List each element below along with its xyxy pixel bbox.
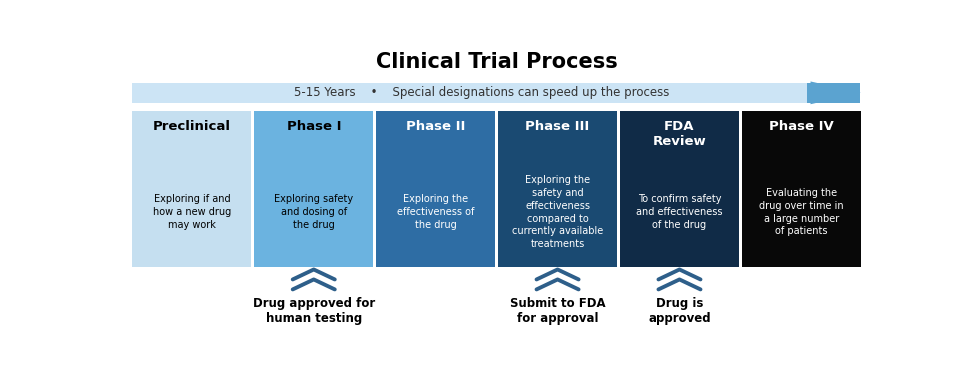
FancyBboxPatch shape bbox=[376, 111, 495, 267]
FancyBboxPatch shape bbox=[133, 111, 251, 267]
Text: Phase III: Phase III bbox=[525, 120, 590, 133]
Text: Evaluating the
drug over time in
a large number
of patients: Evaluating the drug over time in a large… bbox=[759, 188, 844, 236]
Text: FDA
Review: FDA Review bbox=[652, 120, 706, 148]
Text: Phase II: Phase II bbox=[406, 120, 465, 133]
Text: Exploring the
safety and
effectiveness
compared to
currently available
treatment: Exploring the safety and effectiveness c… bbox=[512, 175, 603, 249]
Text: Phase IV: Phase IV bbox=[769, 120, 833, 133]
Text: Preclinical: Preclinical bbox=[153, 120, 231, 133]
Text: Clinical Trial Process: Clinical Trial Process bbox=[376, 51, 617, 71]
FancyBboxPatch shape bbox=[807, 83, 860, 103]
FancyBboxPatch shape bbox=[133, 83, 814, 103]
Text: Exploring the
effectiveness of
the drug: Exploring the effectiveness of the drug bbox=[397, 195, 475, 230]
Text: Exploring if and
how a new drug
may work: Exploring if and how a new drug may work bbox=[153, 195, 231, 230]
FancyBboxPatch shape bbox=[254, 111, 373, 267]
Text: Drug approved for
human testing: Drug approved for human testing bbox=[253, 296, 375, 324]
FancyBboxPatch shape bbox=[620, 111, 739, 267]
FancyBboxPatch shape bbox=[742, 111, 860, 267]
Text: 5-15 Years    •    Special designations can speed up the process: 5-15 Years • Special designations can sp… bbox=[294, 86, 670, 99]
Text: Submit to FDA
for approval: Submit to FDA for approval bbox=[510, 296, 606, 324]
Text: Exploring safety
and dosing of
the drug: Exploring safety and dosing of the drug bbox=[274, 195, 354, 230]
Text: Phase I: Phase I bbox=[287, 120, 341, 133]
Text: Drug is
approved: Drug is approved bbox=[648, 296, 711, 324]
Polygon shape bbox=[810, 81, 860, 104]
Text: To confirm safety
and effectiveness
of the drug: To confirm safety and effectiveness of t… bbox=[637, 195, 723, 230]
FancyBboxPatch shape bbox=[498, 111, 617, 267]
